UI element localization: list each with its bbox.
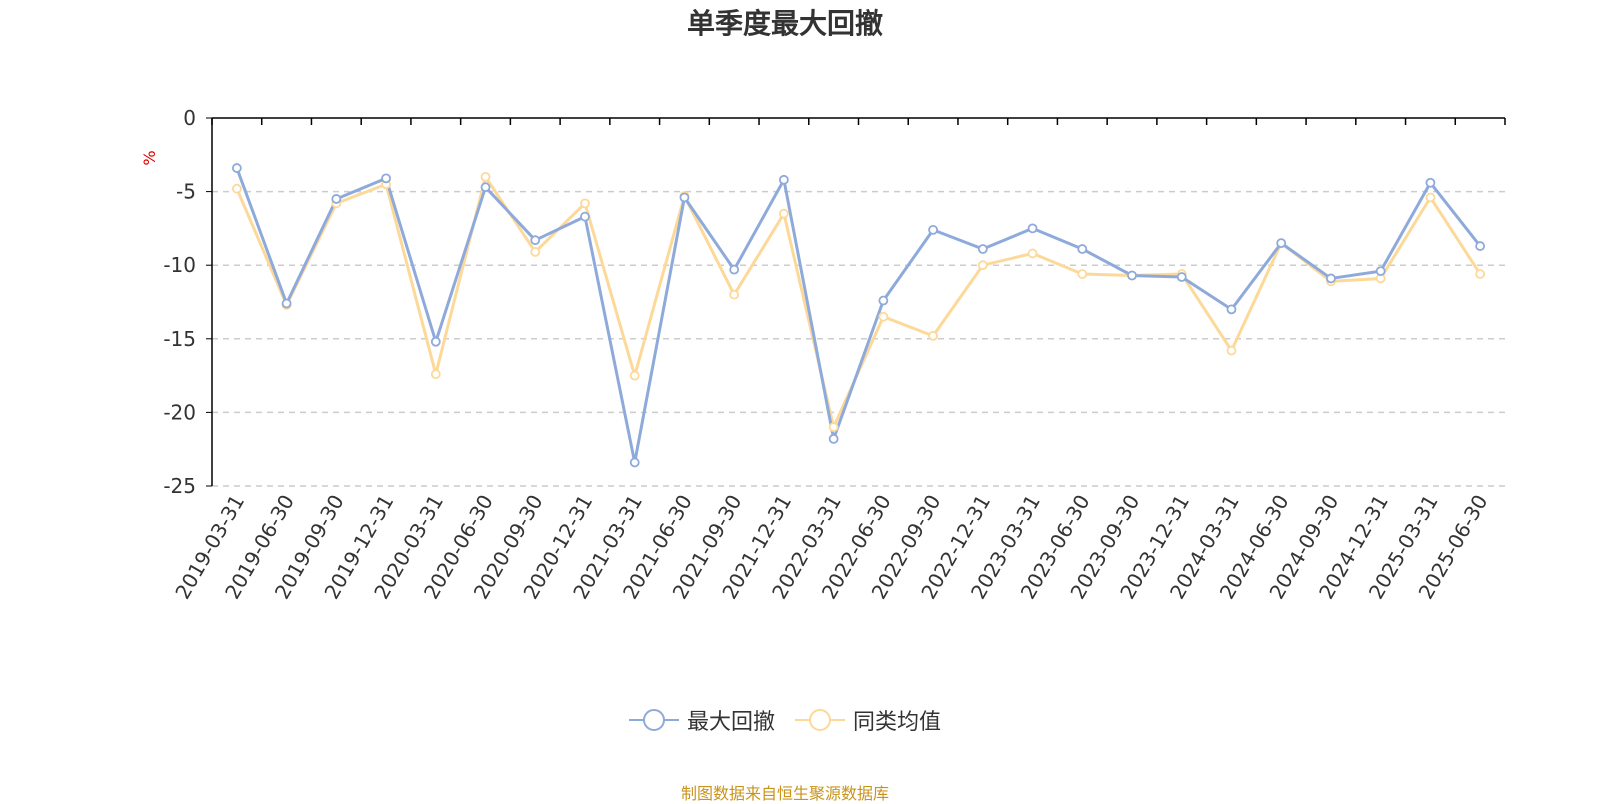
series-2-point xyxy=(629,370,640,381)
legend-label-series2: 同类均值 xyxy=(853,710,942,735)
series-1-point xyxy=(779,174,789,185)
series-1-point xyxy=(1375,266,1386,276)
series-2-point xyxy=(878,311,889,322)
series-2-point xyxy=(928,330,938,341)
series-1-point xyxy=(1475,241,1486,251)
series-1-point xyxy=(331,194,342,204)
series-2-point xyxy=(231,183,242,194)
series-line-1 xyxy=(235,167,1482,464)
series-2-point xyxy=(729,289,740,300)
series-2-point xyxy=(530,247,541,257)
series-1-point xyxy=(977,244,988,254)
series-2-point xyxy=(828,422,839,433)
series-1-point xyxy=(1326,273,1336,284)
series-2-point xyxy=(779,208,789,219)
series-1-point xyxy=(1425,177,1436,188)
series-1-point xyxy=(530,235,541,246)
series-1-point xyxy=(1127,270,1137,281)
legend-label-series1: 最大回撤 xyxy=(686,710,775,735)
series-2-point xyxy=(430,369,441,380)
y-tick-label: -25 xyxy=(163,474,196,498)
series-2-point xyxy=(1425,192,1436,203)
series-1-point xyxy=(580,211,590,222)
series-1-point xyxy=(281,298,292,309)
series-1-point xyxy=(430,336,441,347)
series-1-point xyxy=(729,264,740,275)
series-1-point xyxy=(1176,272,1187,282)
series-1-point xyxy=(231,163,242,173)
legend-marker-series2 xyxy=(795,709,845,731)
series-1-point xyxy=(679,192,690,203)
series-1-point xyxy=(878,295,889,306)
y-axis-unit: % xyxy=(140,150,159,165)
series-2-point xyxy=(480,171,491,182)
series-1-point xyxy=(928,224,938,235)
series-1-point xyxy=(1276,238,1287,249)
series-1-point xyxy=(1226,304,1237,315)
series-2-point xyxy=(1226,345,1237,356)
y-tick-label: -10 xyxy=(163,253,196,277)
series-1-point xyxy=(828,433,839,444)
y-tick-label: -5 xyxy=(176,180,196,204)
legend-item-series2[interactable]: 同类均值 xyxy=(795,704,941,736)
y-tick-label: -20 xyxy=(163,400,196,424)
legend: 最大回撤 同类均值 xyxy=(0,704,1570,736)
legend-marker-series1 xyxy=(628,709,679,731)
series-2-point xyxy=(580,198,590,209)
series-1-point xyxy=(629,457,640,468)
series-2-point xyxy=(1475,269,1486,279)
source-note: 制图数据来自恒生聚源数据库 xyxy=(680,784,889,803)
series-2-point xyxy=(977,260,988,271)
legend-item-series1[interactable]: 最大回撤 xyxy=(628,704,775,736)
series-2-point xyxy=(1027,248,1038,259)
series-1-point xyxy=(480,182,491,193)
series-2-point xyxy=(1077,269,1088,279)
chart-title: 单季度最大回撤 xyxy=(686,7,883,40)
y-tick-label: 0 xyxy=(183,106,196,130)
series-1-point xyxy=(381,173,391,184)
y-tick-label: -15 xyxy=(163,327,196,351)
series-1-point xyxy=(1027,223,1038,234)
series-1-point xyxy=(1077,244,1088,254)
